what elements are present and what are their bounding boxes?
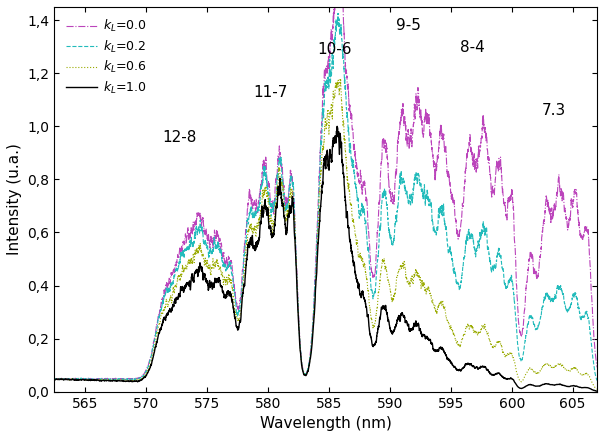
$k_L$=1.0 [594,389,601,394]
$k_L$=0.2 [335,11,342,16]
$k_L$=0.2 [149,345,156,350]
$k_L$=0.6 [404,279,411,284]
Y-axis label: Intensity (u.a.): Intensity (u.a.) [7,143,22,255]
Text: 10-6: 10-6 [318,42,352,57]
Text: 11-7: 11-7 [253,85,288,100]
$k_L$=0.0 [594,364,601,370]
$k_L$=0.6 [376,277,384,282]
$k_L$=0.6 [497,342,504,347]
Line: $k_L$=1.0: $k_L$=1.0 [54,126,597,391]
$k_L$=1.0 [497,373,504,378]
$k_L$=1.0 [333,124,341,129]
Line: $k_L$=0.0: $k_L$=0.0 [54,0,597,380]
$k_L$=1.0 [51,377,58,382]
Line: $k_L$=0.6: $k_L$=0.6 [54,79,597,389]
$k_L$=0.2 [51,376,58,381]
$k_L$=0.2 [594,378,601,383]
$k_L$=0.0 [258,180,265,186]
$k_L$=0.0 [149,342,156,347]
X-axis label: Wavelength (nm): Wavelength (nm) [260,416,391,431]
$k_L$=1.0 [258,205,265,211]
Text: 9-5: 9-5 [396,18,420,33]
$k_L$=1.0 [404,321,411,327]
$k_L$=1.0 [376,315,384,321]
$k_L$=1.0 [149,355,156,360]
Legend: $k_L$=0.0, $k_L$=0.2, $k_L$=0.6, $k_L$=1.0: $k_L$=0.0, $k_L$=0.2, $k_L$=0.6, $k_L$=1… [60,13,152,101]
$k_L$=0.2 [376,225,384,230]
$k_L$=0.6 [337,76,344,81]
$k_L$=0.2 [497,252,504,258]
$k_L$=1.0 [456,367,463,372]
$k_L$=1.0 [593,389,600,394]
$k_L$=0.2 [404,194,411,200]
$k_L$=0.0 [87,377,94,382]
Line: $k_L$=0.2: $k_L$=0.2 [54,14,597,381]
$k_L$=0.2 [456,286,463,292]
$k_L$=0.0 [497,162,504,167]
$k_L$=0.0 [456,230,463,235]
$k_L$=0.6 [594,387,601,392]
Text: 12-8: 12-8 [163,130,197,145]
Text: 7.3: 7.3 [542,103,567,118]
Text: 8-4: 8-4 [460,40,485,55]
$k_L$=0.2 [258,184,265,189]
$k_L$=0.6 [456,344,463,349]
$k_L$=0.0 [404,136,411,141]
$k_L$=0.6 [149,350,156,355]
$k_L$=0.0 [376,185,384,191]
$k_L$=0.0 [51,376,58,381]
$k_L$=0.6 [258,206,265,212]
$k_L$=0.6 [51,376,58,381]
